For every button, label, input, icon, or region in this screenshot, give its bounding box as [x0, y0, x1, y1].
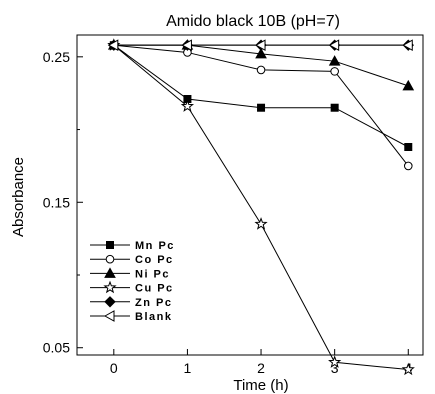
point-mn-pc-3 [330, 103, 339, 112]
point-co-pc-2 [256, 65, 266, 75]
plot-frame [76, 34, 424, 356]
x-axis-ticks: 01234 [110, 349, 412, 376]
point-blank-1 [181, 39, 192, 52]
legend-marker-cu-pc [103, 280, 117, 294]
y-tick-label-0.15: 0.15 [43, 194, 70, 210]
legend-label-zn-pc: Zn Pc [135, 297, 172, 309]
legend-label-cu-pc: Cu Pc [135, 283, 174, 295]
point-ni-pc-2 [255, 47, 267, 59]
point-cu-pc-2 [254, 217, 268, 230]
point-cu-pc-4 [401, 362, 415, 376]
y-axis-ticks: 0.05 0.15 0.25 [43, 49, 83, 356]
chart-title: Amido black 10B (pH=7) [166, 13, 340, 30]
point-co-pc-4 [403, 161, 413, 171]
x-tick-label-1: 1 [184, 360, 192, 376]
point-cu-pc-1 [180, 99, 195, 112]
point-blank-0 [107, 39, 119, 52]
point-blank-3 [328, 39, 340, 52]
point-mn-pc-2 [257, 103, 266, 112]
x-tick-label-3: 3 [331, 360, 339, 376]
point-mn-pc-4 [404, 143, 413, 151]
legend-marker-zn-pc [104, 296, 116, 308]
y-tick-label-0.25: 0.25 [43, 49, 70, 65]
point-blank-2 [255, 39, 266, 52]
legend-label-blank: Blank [135, 311, 172, 323]
x-tick-label-0: 0 [110, 360, 118, 376]
legend-label-co-pc: Co Pc [135, 254, 174, 266]
point-ni-pc-4 [402, 79, 415, 91]
legend-marker-blank [103, 310, 115, 322]
y-axis-label: Absorbance [10, 157, 27, 237]
point-ni-pc-3 [328, 55, 341, 66]
legend-label-ni-pc: Ni Pc [135, 268, 170, 280]
point-cu-pc-3 [328, 355, 342, 368]
legend-marker-co-pc [105, 254, 115, 264]
point-co-pc-3 [330, 67, 339, 76]
point-blank-4 [402, 39, 413, 52]
legend-marker-ni-pc [104, 267, 116, 278]
series-line-mn-pc [113, 44, 409, 148]
y-tick-label-0.05: 0.05 [43, 340, 70, 356]
x-tick-label-2: 2 [257, 360, 265, 376]
legend-label-mn-pc: Mn Pc [135, 240, 175, 252]
legend: Mn Pc Co Pc Ni Pc Cu Pc Zn Pc Blank [90, 240, 175, 323]
legend-marker-mn-pc [106, 241, 114, 249]
series-markers [107, 38, 415, 376]
x-axis-label: Time (h) [233, 377, 288, 394]
